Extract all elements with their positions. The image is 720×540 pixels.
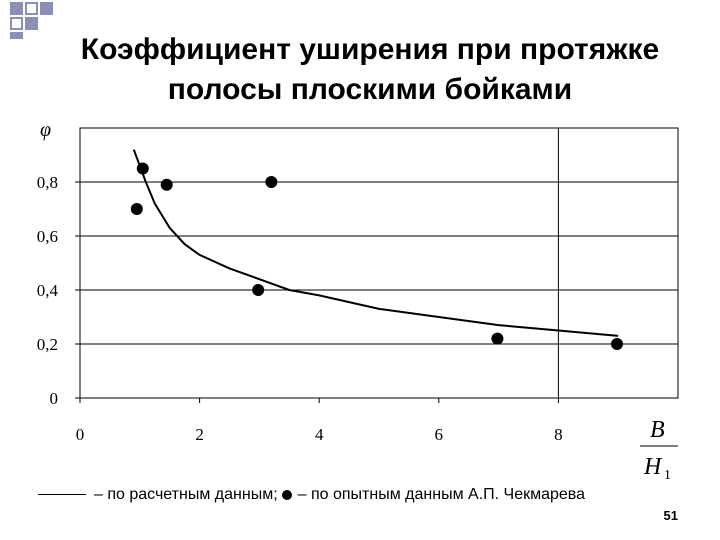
slide-title: Коэффициент уширения при протяжке полосы… — [40, 30, 700, 110]
legend-dot-label: – по опытным данным А.П. Чекмарева — [297, 486, 585, 503]
legend-line-swatch — [38, 494, 86, 496]
deco-square — [10, 2, 23, 15]
x-axis-label-subscript: 1 — [664, 468, 671, 483]
data-point — [611, 338, 624, 350]
y-tick-label: 0 — [50, 389, 59, 408]
deco-square — [40, 2, 53, 15]
deco-square — [10, 17, 23, 30]
slide-title-line2: полосы плоскими бойками — [167, 73, 573, 106]
data-point — [252, 284, 265, 296]
data-point — [265, 176, 278, 188]
y-tick-label: 0,2 — [37, 335, 58, 354]
x-axis-label: B H 1 — [640, 417, 678, 483]
x-axis-label-denominator: H — [643, 454, 663, 480]
y-tick-label: 0,4 — [37, 281, 59, 300]
y-tick-label: 0,6 — [37, 227, 58, 246]
experimental-series — [130, 162, 624, 350]
x-tick-label: 8 — [554, 425, 563, 444]
data-point — [136, 162, 149, 175]
y-tick-label: 0,8 — [37, 173, 58, 192]
chart-grid — [80, 128, 678, 398]
deco-square — [25, 17, 38, 30]
x-axis-label-numerator: B — [650, 417, 665, 443]
slide-number: 51 — [663, 508, 678, 523]
legend-dot-swatch — [281, 489, 292, 500]
data-point — [130, 203, 143, 215]
slide-title-line1: Коэффициент уширения при протяжке — [80, 33, 660, 66]
y-axis-label: φ — [40, 119, 51, 141]
series-line — [132, 149, 619, 337]
calculated-series — [132, 149, 619, 337]
x-tick-label: 0 — [76, 425, 85, 444]
legend-line-label: – по расчетным данным; — [94, 486, 278, 503]
x-tick-label: 2 — [195, 425, 204, 444]
axis-ticks: 0 0,2 0,4 0,6 0,8 0 2 4 6 8 — [37, 173, 563, 444]
data-point — [491, 332, 504, 345]
legend: – по расчетным данным; – по опытным данны… — [38, 486, 585, 504]
corner-decoration — [0, 0, 60, 40]
deco-square — [25, 2, 38, 15]
plot-frame — [79, 127, 679, 399]
deco-square — [10, 32, 23, 39]
data-point — [160, 178, 173, 191]
x-tick-label: 4 — [315, 425, 324, 444]
x-tick-label: 6 — [435, 425, 444, 444]
